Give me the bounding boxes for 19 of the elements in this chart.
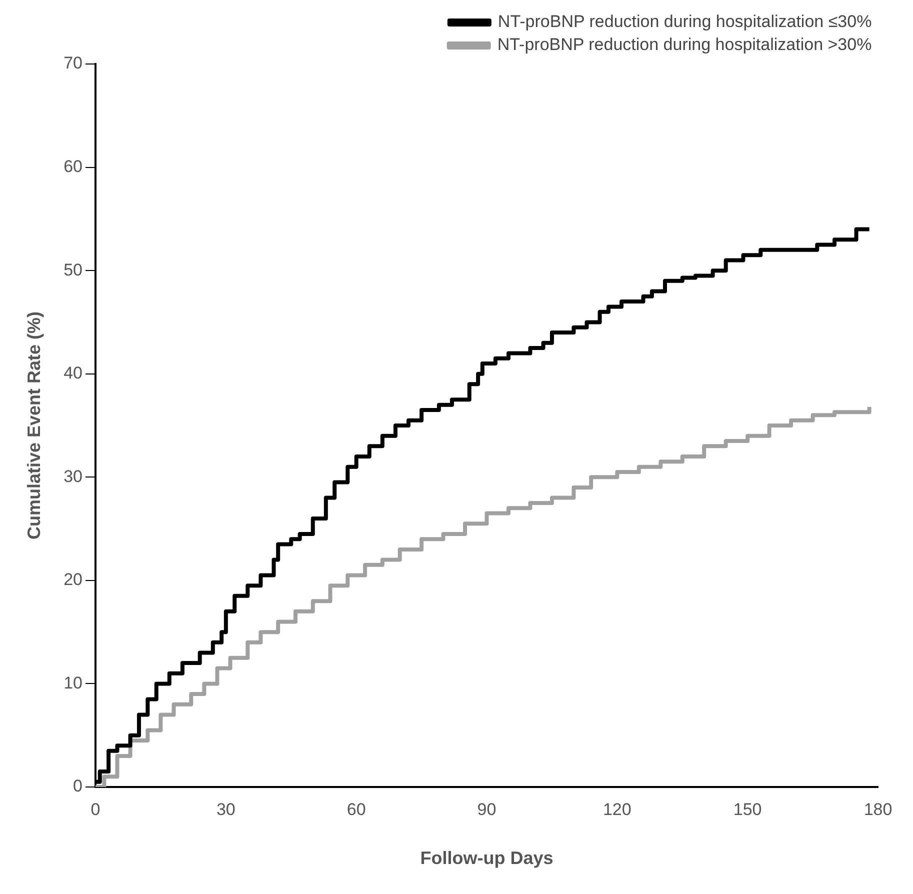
y-tick-label: 20	[64, 570, 83, 590]
y-tick-label: 40	[64, 364, 83, 383]
x-tick-label: 60	[346, 800, 366, 819]
y-tick-label: 30	[64, 466, 83, 486]
x-tick-label: 120	[602, 800, 632, 819]
x-tick-label: 150	[733, 800, 762, 819]
x-tick-label: 0	[90, 800, 100, 819]
y-tick-label: 10	[64, 673, 83, 692]
y-tick-label: 60	[64, 156, 83, 176]
legend-label: NT-proBNP reduction during hospitalization ≤30%	[498, 12, 872, 32]
x-axis-title: Follow-up Days	[420, 848, 554, 868]
x-tick-label: 180	[864, 800, 892, 819]
y-tick-label: 70	[64, 54, 83, 73]
y-tick-label: 0	[73, 776, 83, 796]
x-tick-label: 30	[216, 800, 236, 819]
legend-label: NT-proBNP reduction during hospitalization >30%	[497, 35, 872, 54]
y-tick-label: 50	[64, 260, 83, 280]
x-tick-label: 90	[477, 800, 496, 819]
y-axis-title: Cumulative Event Rate (%)	[24, 311, 44, 540]
